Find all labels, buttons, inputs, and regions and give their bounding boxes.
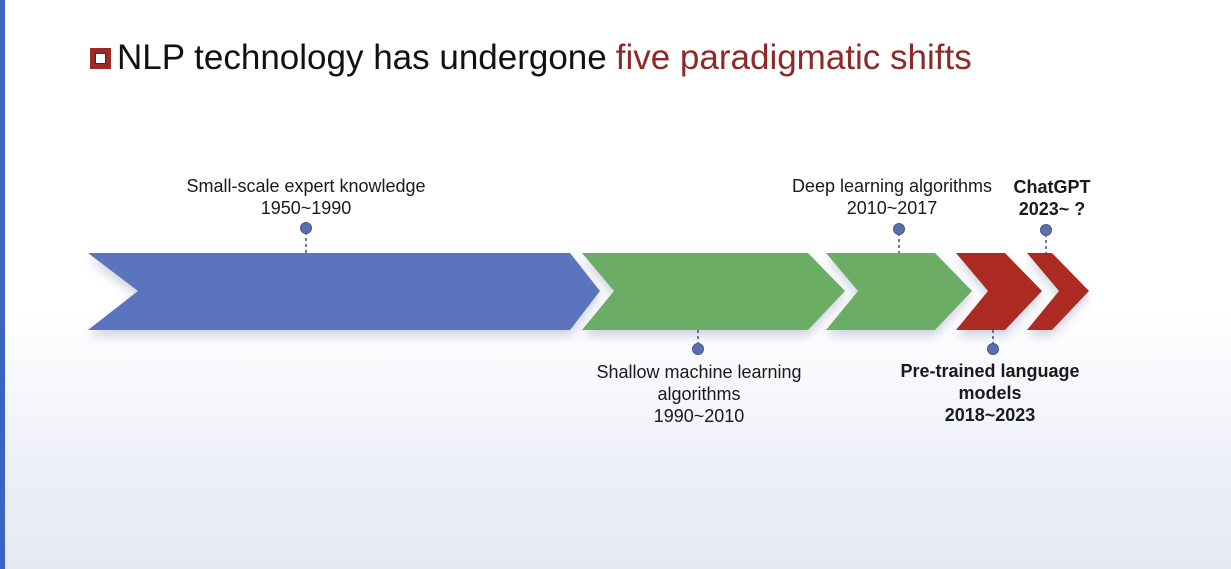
label-pretrained-lm: Pre-trained language models 2018~2023	[880, 360, 1100, 426]
marker-shallow-ml	[692, 343, 704, 355]
paradigm-period: 1950~1990	[260, 198, 352, 218]
label-chatgpt: ChatGPT 2023~ ?	[1002, 176, 1102, 220]
label-deep-learning: Deep learning algorithms 2010~2017	[770, 175, 1014, 219]
label-shallow-ml: Shallow machine learning algorithms 1990…	[568, 361, 830, 427]
slide-left-edge	[0, 0, 5, 569]
paradigm-name-line2: models	[958, 383, 1022, 403]
arrow-chatgpt	[1027, 253, 1089, 330]
arrow-shallow-ml	[582, 253, 845, 330]
square-bullet-icon	[90, 47, 111, 69]
paradigm-name: Deep learning algorithms	[791, 176, 993, 196]
arrow-deep-learning	[826, 253, 972, 330]
marker-chatgpt	[1040, 224, 1052, 236]
paradigm-period: 1990~2010	[653, 406, 745, 426]
paradigm-period: 2010~2017	[846, 198, 938, 218]
label-expert-knowledge: Small-scale expert knowledge 1950~1990	[156, 175, 456, 219]
paradigm-period: 2018~2023	[944, 405, 1036, 425]
paradigm-name-line1: Shallow machine learning	[596, 362, 802, 382]
title-prefix: NLP technology has undergone	[117, 38, 607, 77]
arrow-pretrained-lm	[956, 253, 1042, 330]
paradigm-name-line2: algorithms	[657, 384, 741, 404]
marker-expert-knowledge	[300, 222, 312, 234]
marker-deep-learning	[893, 223, 905, 235]
slide-title: NLP technology has undergone five paradi…	[90, 38, 972, 78]
paradigm-name: Small-scale expert knowledge	[186, 176, 426, 196]
paradigm-name-line1: Pre-trained language	[900, 361, 1080, 381]
paradigm-name: ChatGPT	[1013, 177, 1091, 197]
paradigm-period: 2023~ ?	[1018, 199, 1086, 219]
marker-pretrained-lm	[987, 343, 999, 355]
arrow-expert-knowledge	[88, 253, 600, 330]
title-highlight: five paradigmatic shifts	[615, 38, 972, 77]
